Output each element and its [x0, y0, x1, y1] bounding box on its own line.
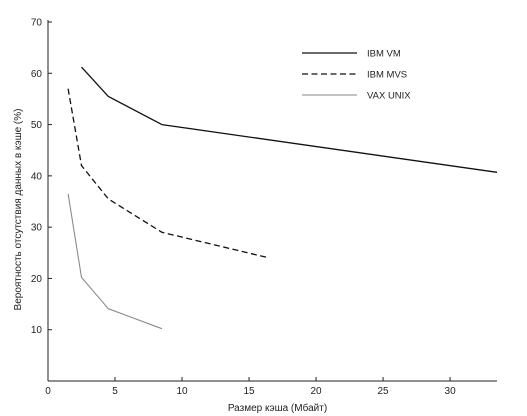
y-axis-title: Вероятность отсутствия данных в кэше (%) — [13, 109, 24, 311]
legend-label: IBM VM — [367, 49, 401, 60]
x-tick-label: 0 — [45, 386, 51, 397]
y-tick-label: 60 — [31, 69, 43, 80]
x-tick-label: 10 — [176, 386, 188, 397]
y-tick-label: 20 — [31, 274, 43, 285]
y-axis-ticks: 10 20 30 40 50 60 70 — [31, 18, 52, 336]
legend-label: IBM MVS — [367, 70, 407, 81]
x-axis-ticks: 0 5 10 15 20 25 30 — [45, 377, 456, 397]
series-line-ibm-mvs — [67, 88, 270, 259]
x-axis-title: Размер кэша (Мбайт) — [228, 402, 327, 414]
series-line-vax-unix — [67, 193, 163, 330]
y-tick-label: 70 — [31, 18, 43, 29]
x-tick-label: 20 — [310, 386, 322, 397]
x-tick-label: 30 — [445, 386, 457, 397]
x-tick-label: 25 — [378, 386, 390, 397]
y-tick-label: 10 — [31, 325, 43, 336]
y-tick-label: 40 — [31, 171, 43, 182]
series-layer — [67, 66, 498, 330]
x-tick-label: 15 — [243, 386, 255, 397]
y-tick-label: 50 — [31, 120, 43, 131]
y-tick-label: 30 — [31, 223, 43, 234]
legend: IBM VM IBM MVS VAX UNIX — [302, 49, 411, 102]
series-line-ibm-vm — [81, 66, 498, 173]
legend-label: VAX UNIX — [367, 91, 411, 102]
x-tick-label: 5 — [112, 386, 118, 397]
